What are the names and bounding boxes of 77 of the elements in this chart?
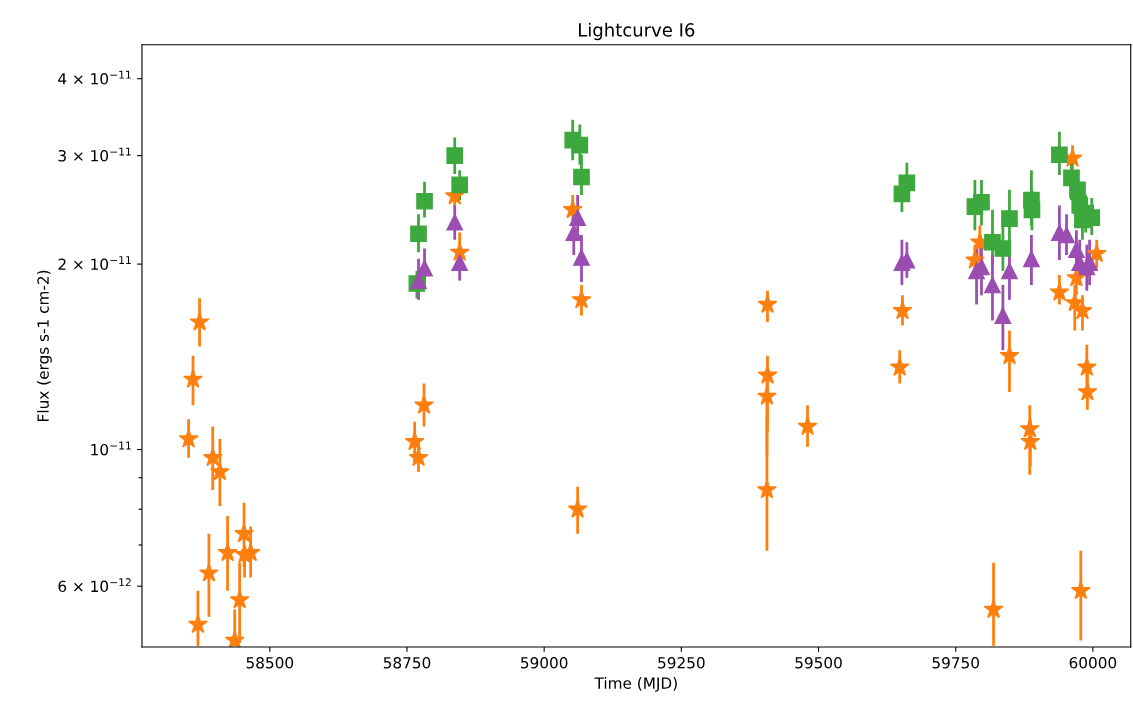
point xyxy=(983,599,1004,619)
y-tick-label: 2 × 10$^{−11}$ xyxy=(58,256,131,271)
x-tick-label: 58750 xyxy=(383,657,431,669)
point xyxy=(451,254,469,272)
y-tick-label: 6 × 10$^{−12}$ xyxy=(58,578,131,593)
x-tick-label: 59250 xyxy=(658,657,705,669)
point xyxy=(416,192,433,210)
point xyxy=(973,193,990,211)
point xyxy=(573,168,590,186)
point xyxy=(229,589,250,609)
x-tick-label: 59000 xyxy=(521,657,568,669)
point xyxy=(410,225,427,243)
point xyxy=(1074,211,1091,229)
point xyxy=(1072,300,1093,320)
point xyxy=(573,249,590,266)
x-axis-title: Time (MJD) xyxy=(594,677,677,692)
point xyxy=(449,241,470,261)
point xyxy=(1070,580,1091,600)
point xyxy=(994,307,1012,324)
chart-title: Lightcurve I6 xyxy=(579,22,695,41)
point xyxy=(198,562,219,582)
point xyxy=(1058,226,1075,244)
point xyxy=(224,629,245,648)
point xyxy=(1020,431,1041,451)
point xyxy=(1077,381,1098,401)
x-tick-label: 60000 xyxy=(1069,657,1117,669)
point xyxy=(1019,418,1040,438)
point xyxy=(757,364,778,384)
point xyxy=(1023,201,1041,219)
point xyxy=(240,542,261,562)
point xyxy=(567,498,588,518)
point xyxy=(1023,250,1040,268)
point xyxy=(571,136,589,154)
x-tick-label: 59750 xyxy=(932,657,979,669)
point xyxy=(565,224,583,241)
point xyxy=(414,394,434,414)
point xyxy=(999,345,1020,365)
point xyxy=(404,431,425,451)
point xyxy=(408,447,429,467)
point xyxy=(1086,243,1107,263)
point xyxy=(446,213,464,231)
point xyxy=(889,356,910,376)
point xyxy=(757,294,778,314)
point xyxy=(451,176,469,194)
point xyxy=(1064,292,1085,312)
point xyxy=(1069,181,1086,199)
point xyxy=(178,428,199,448)
point xyxy=(994,240,1012,257)
x-tick-label: 58500 xyxy=(246,657,294,669)
point xyxy=(797,416,818,436)
y-axis-title: Flux (ergs s-1 cm-2) xyxy=(37,270,52,421)
point xyxy=(183,368,203,388)
point xyxy=(892,300,913,320)
point xyxy=(1049,281,1070,301)
point xyxy=(217,542,238,562)
y-tick-label: 4 × 10$^{−11}$ xyxy=(58,70,131,85)
point xyxy=(187,614,208,634)
point xyxy=(571,289,592,309)
point xyxy=(189,311,210,331)
point xyxy=(1001,210,1018,228)
point xyxy=(984,276,1001,294)
point xyxy=(1001,262,1018,280)
point xyxy=(446,147,464,164)
y-tick-label: 3 × 10$^{−11}$ xyxy=(58,147,131,162)
point xyxy=(202,447,223,467)
point xyxy=(416,259,433,277)
point xyxy=(569,209,586,226)
point xyxy=(898,174,916,192)
x-tick-label: 59500 xyxy=(795,657,842,669)
point xyxy=(234,523,254,543)
point xyxy=(209,461,230,481)
point xyxy=(757,385,777,405)
y-tick-label: 10$^{−11}$ xyxy=(91,441,131,456)
point xyxy=(1068,241,1085,259)
point xyxy=(1051,146,1068,164)
point xyxy=(757,479,777,499)
point xyxy=(1076,356,1097,376)
